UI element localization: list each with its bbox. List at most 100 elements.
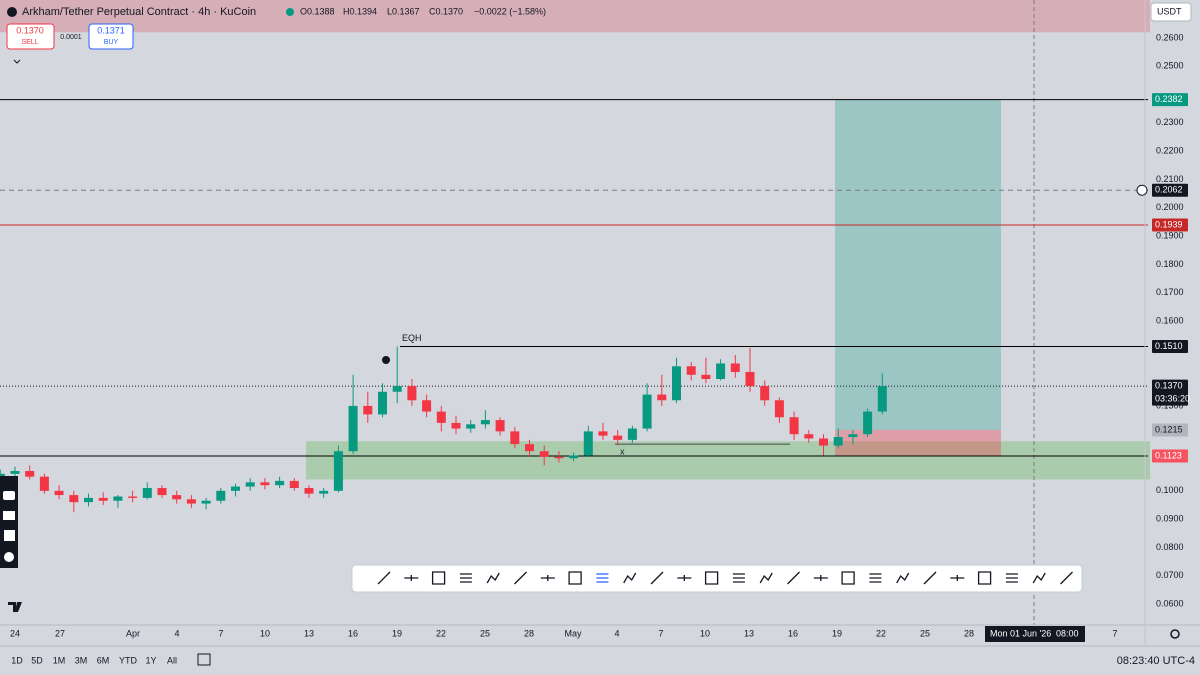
ohlc-change: −0.0022 (−1.58%) [474,6,546,16]
ohlc-close: C0.1370 [429,6,463,16]
crosshair-label [985,626,1085,642]
crosshair-date: Mon 01 Jun '26 [990,628,1051,638]
x-tick-label: 10 [260,628,270,638]
tool-button[interactable] [732,573,745,583]
x-tick-label: 7 [218,628,223,638]
range-button[interactable]: 3M [75,655,88,665]
video-button[interactable] [3,511,15,520]
candle-body [392,386,402,392]
candle-body [466,424,476,429]
currency: USDT [1157,6,1182,16]
tool-button[interactable] [431,571,446,585]
range-button[interactable]: 5D [31,655,43,665]
tool-button[interactable] [486,572,500,584]
candle-body [25,471,35,477]
date-range-button[interactable] [197,653,211,666]
candle-body [613,435,623,440]
sell-label: SELL [21,39,38,46]
candle-body [113,496,123,501]
y-tick-label: 0.2100 [1156,174,1184,184]
tool-button[interactable] [1032,572,1046,584]
tool-button[interactable] [896,572,910,584]
y-tick-label: 0.2000 [1156,202,1184,212]
x-tick-label: 24 [10,628,20,638]
candle-body [69,495,79,503]
candle-body [789,417,799,435]
tool-button[interactable] [950,575,965,581]
tool-button[interactable] [977,571,992,585]
candle-body [451,422,461,429]
tool-button[interactable] [841,571,855,585]
y-tick-label: 0.2300 [1156,117,1184,127]
candle-body [569,455,579,459]
candle-body [701,374,711,380]
tool-button[interactable] [377,571,391,585]
buy-label: BUY [104,39,119,46]
candle-body [172,495,182,500]
price-badge-label: 0.2382 [1155,94,1183,104]
camera-button[interactable] [3,491,15,500]
buy-box [88,23,134,50]
sell-price: 0.1370 [16,25,44,35]
tool-button[interactable] [1005,573,1018,583]
tool-button[interactable] [650,571,664,585]
price-badge-label: 0.1215 [1155,424,1183,434]
annotation: EQH [402,333,422,343]
x-tick-label: 7 [658,628,663,638]
tool-button[interactable] [704,571,719,585]
tool-button[interactable] [1060,571,1073,585]
tool-button[interactable] [923,571,937,585]
sell-box [6,23,55,50]
tool-button[interactable] [540,575,555,581]
tool-button[interactable] [869,573,882,583]
tool-button[interactable] [677,575,692,581]
candle-body [186,499,196,504]
add-alert[interactable] [1136,184,1148,196]
sell-button[interactable]: 0.1370 SELL [6,23,55,50]
buy-button[interactable]: 0.1371 BUY [88,23,134,50]
candle-body [510,431,520,445]
settings-button[interactable] [4,552,14,562]
tool-button[interactable] [787,571,800,585]
ohlc-low: L0.1367 [387,6,420,16]
currency-button[interactable]: USDT [1150,2,1192,22]
x-tick-label: 4 [174,628,179,638]
x-tick-label: 4 [614,628,619,638]
collapse-chevron[interactable] [13,59,21,64]
range-button[interactable]: 1Y [145,655,156,665]
tool-button[interactable] [568,571,582,585]
axis-settings[interactable] [1170,629,1180,639]
annotation: x [620,446,625,456]
tool-button[interactable] [514,571,527,585]
range-button[interactable]: 6M [97,655,110,665]
candle-body [730,363,740,372]
copy-button[interactable] [4,530,15,541]
zone [306,441,1150,480]
tool-button[interactable] [813,575,828,581]
y-tick-label: 0.2200 [1156,146,1184,156]
tool-button[interactable] [404,575,419,581]
candle-body [422,400,432,412]
candle-body [833,437,843,446]
range-button[interactable]: YTD [119,655,138,665]
candle-body [84,497,93,503]
tool-button[interactable] [596,573,609,583]
price-badge [1152,339,1188,353]
countdown: 03:36:20 [1155,393,1190,403]
tool-button[interactable] [759,572,773,584]
candle-body [39,476,49,491]
range-button[interactable]: 1D [11,655,23,665]
candle-body [231,486,240,491]
price-badge-label: 0.1510 [1155,341,1183,351]
y-tick-label: 0.0800 [1156,542,1184,552]
candle-body [319,490,329,494]
range-button[interactable]: All [167,655,177,665]
tool-button[interactable] [459,573,472,583]
candle-body [363,405,373,415]
candle-body [289,480,299,488]
price-badge [1152,183,1188,197]
tool-button[interactable] [623,572,637,584]
range-button[interactable]: 1M [53,655,66,665]
x-tick-label: 28 [524,628,534,638]
